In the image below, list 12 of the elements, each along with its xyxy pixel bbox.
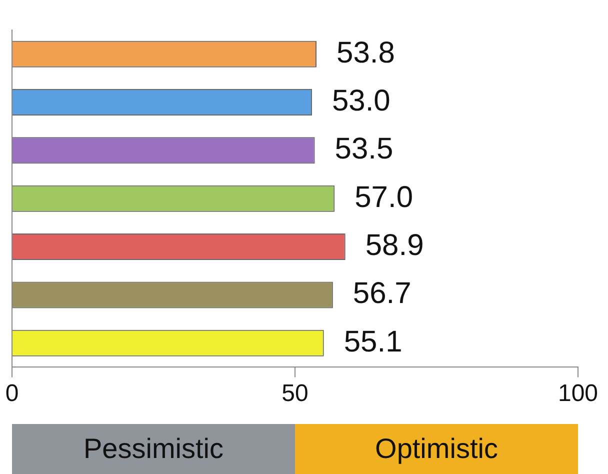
data-label: 53.0: [332, 84, 390, 118]
data-label: 53.5: [334, 132, 394, 166]
data-label: 58.9: [365, 229, 424, 262]
x-tick-label: 0: [5, 380, 19, 408]
data-label: 57.0: [354, 180, 414, 214]
data-label: 53.8: [336, 36, 395, 70]
x-tick-label: 50: [282, 380, 308, 408]
text: Pessimistic: [83, 433, 224, 465]
data-label: 55.1: [344, 325, 402, 358]
data-label: 56.7: [352, 277, 412, 310]
text: Optimistic: [375, 433, 498, 465]
x-tick-label: 100: [558, 380, 598, 408]
